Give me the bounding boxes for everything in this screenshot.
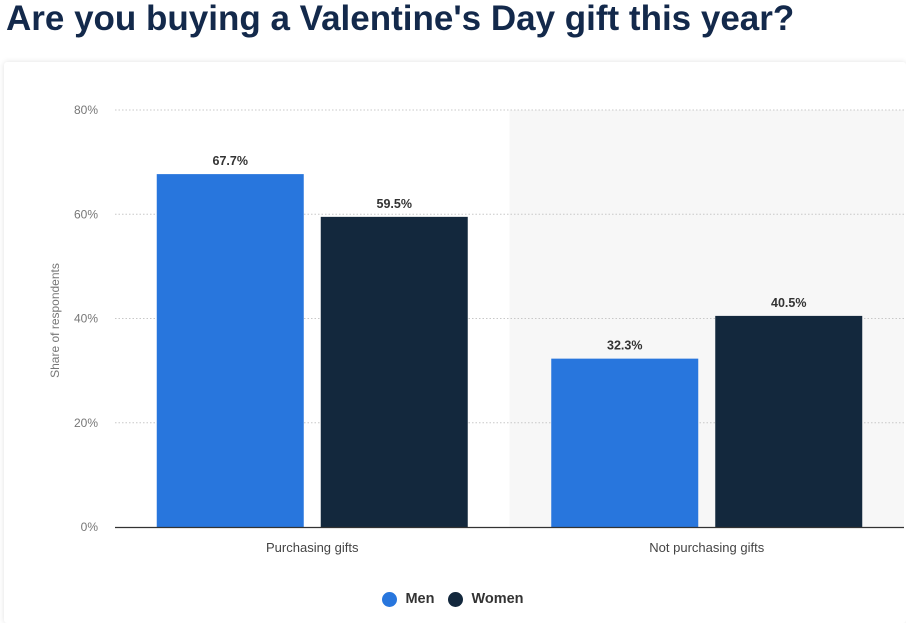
y-tick-label: 80% [74, 103, 98, 117]
bar-women-2[interactable] [715, 315, 863, 527]
x-category-label: Not purchasing gifts [649, 540, 764, 555]
legend-swatch-icon [448, 591, 464, 607]
legend-label: Women [471, 591, 524, 607]
y-tick-label: 0% [81, 520, 99, 534]
data-label: 67.7% [213, 154, 248, 168]
y-tick-label: 40% [74, 312, 98, 326]
data-label: 59.5% [377, 197, 412, 211]
legend-label: Men [405, 591, 435, 607]
data-label: 40.5% [771, 296, 806, 310]
page-title: Are you buying a Valentine's Day gift th… [6, 0, 795, 38]
legend-item-men[interactable]: Men [382, 591, 434, 607]
bars [156, 174, 863, 527]
data-label: 32.3% [607, 339, 642, 353]
y-axis-ticks: 0% 20% 40% 60% 80% [74, 103, 98, 534]
bar-women-1[interactable] [320, 216, 468, 527]
legend: Men Women [0, 588, 906, 610]
x-category-label: Purchasing gifts [266, 540, 359, 555]
legend-item-women[interactable]: Women [448, 591, 524, 607]
bar-men-2[interactable] [551, 358, 699, 527]
data-labels: 67.7% 59.5% 32.3% 40.5% [213, 154, 807, 353]
y-tick-label: 60% [74, 207, 98, 221]
y-tick-label: 20% [74, 416, 98, 430]
legend-swatch-icon [382, 591, 398, 607]
y-axis-title: Share of respondents [48, 263, 62, 378]
x-axis-categories: Purchasing gifts Not purchasing gifts [266, 540, 765, 555]
bar-men-1[interactable] [156, 174, 304, 527]
